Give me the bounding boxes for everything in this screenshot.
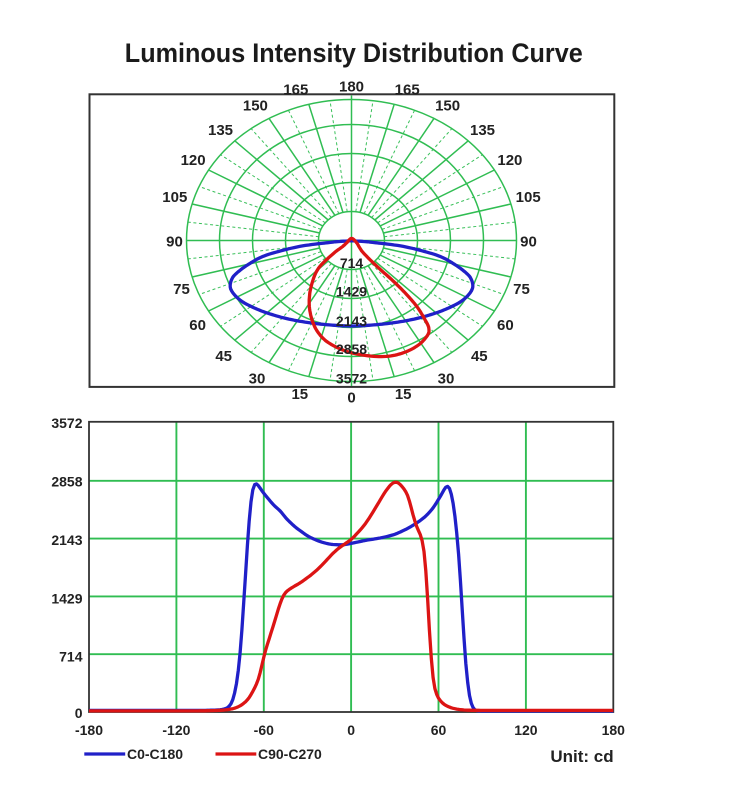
- svg-text:120: 120: [497, 152, 522, 169]
- svg-text:135: 135: [208, 122, 233, 139]
- svg-text:C0-C180: C0-C180: [127, 746, 183, 762]
- svg-text:-180: -180: [75, 722, 103, 738]
- svg-text:105: 105: [516, 189, 541, 206]
- svg-text:1429: 1429: [336, 284, 367, 300]
- svg-text:0: 0: [347, 722, 355, 738]
- svg-text:-60: -60: [254, 722, 274, 738]
- svg-text:0: 0: [75, 705, 83, 721]
- svg-text:2858: 2858: [51, 474, 82, 490]
- svg-text:150: 150: [243, 98, 268, 115]
- svg-text:30: 30: [249, 371, 266, 388]
- svg-text:45: 45: [215, 348, 232, 365]
- svg-text:90: 90: [166, 234, 183, 251]
- svg-text:0: 0: [347, 390, 355, 407]
- svg-text:15: 15: [395, 386, 412, 403]
- svg-text:75: 75: [173, 281, 190, 298]
- svg-text:60: 60: [189, 317, 206, 334]
- svg-text:30: 30: [438, 371, 455, 388]
- svg-text:75: 75: [513, 281, 530, 298]
- svg-text:Unit: cd: Unit: cd: [550, 747, 613, 766]
- svg-text:C90-C270: C90-C270: [258, 746, 322, 762]
- svg-text:-120: -120: [162, 722, 190, 738]
- svg-text:165: 165: [395, 82, 420, 99]
- svg-text:2143: 2143: [336, 313, 367, 329]
- svg-text:120: 120: [514, 722, 538, 738]
- svg-text:3572: 3572: [336, 371, 367, 387]
- svg-text:2858: 2858: [336, 341, 367, 357]
- svg-text:105: 105: [162, 189, 187, 206]
- svg-text:90: 90: [520, 234, 537, 251]
- svg-text:180: 180: [339, 79, 364, 96]
- svg-text:15: 15: [291, 386, 308, 403]
- svg-text:120: 120: [181, 152, 206, 169]
- svg-text:1429: 1429: [51, 590, 82, 606]
- svg-text:165: 165: [283, 82, 308, 99]
- svg-text:180: 180: [602, 722, 626, 738]
- svg-text:60: 60: [431, 722, 447, 738]
- svg-text:714: 714: [340, 255, 364, 271]
- svg-text:150: 150: [435, 98, 460, 115]
- svg-text:45: 45: [471, 348, 488, 365]
- svg-text:714: 714: [59, 649, 83, 665]
- svg-text:60: 60: [497, 317, 514, 334]
- svg-text:135: 135: [470, 122, 495, 139]
- svg-text:3572: 3572: [51, 415, 82, 431]
- svg-text:Luminous Intensity Distributio: Luminous Intensity Distribution Curve: [125, 38, 583, 68]
- svg-text:2143: 2143: [51, 532, 82, 548]
